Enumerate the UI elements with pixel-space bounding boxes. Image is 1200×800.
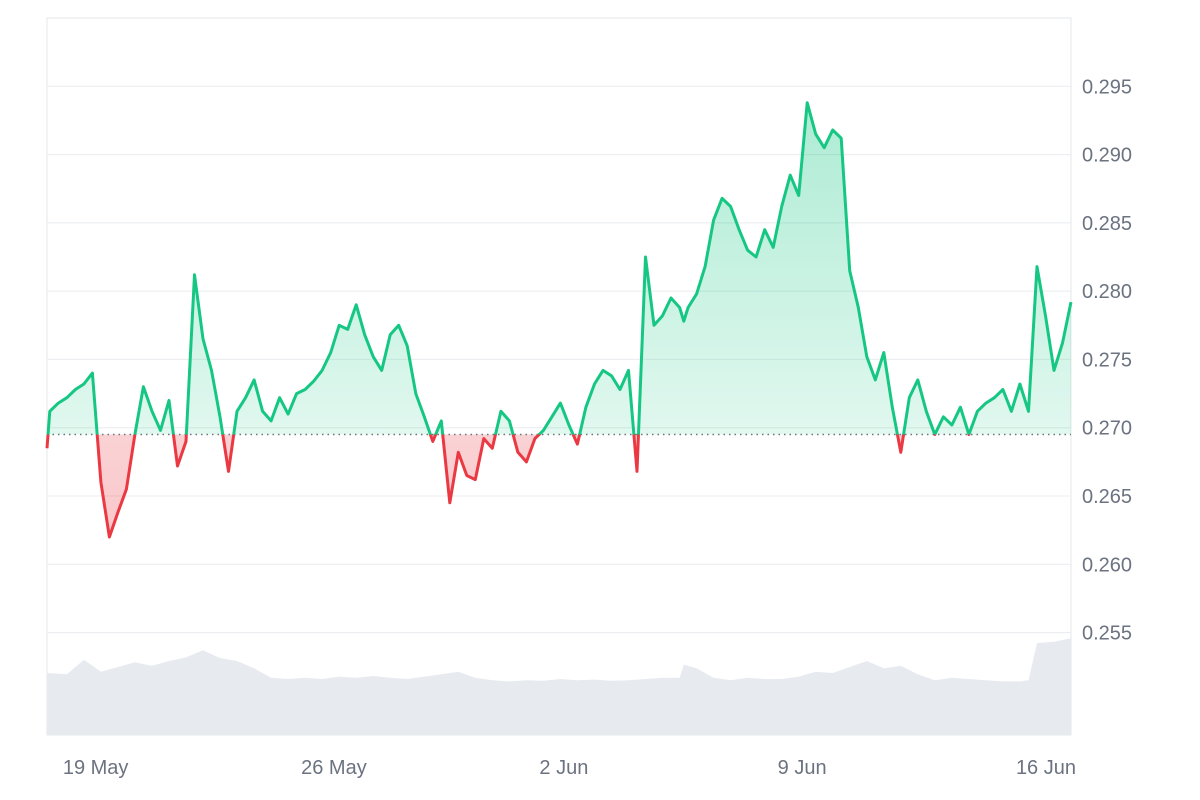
y-tick-label: 0.285: [1082, 213, 1132, 235]
plot-frame: [46, 17, 1072, 736]
y-tick-label: 0.290: [1082, 145, 1132, 167]
price-fill-above-baseline: [48, 102, 1071, 435]
y-tick-label: 0.280: [1082, 281, 1132, 303]
x-tick-label: 16 Jun: [1016, 757, 1076, 779]
y-tick-label: 0.260: [1082, 554, 1132, 576]
price-line-up: [46, 101, 1073, 435]
price-line-down: [45, 434, 971, 539]
y-tick-label: 0.270: [1082, 418, 1132, 440]
price-line-group: [45, 101, 1073, 539]
grid-lines: [47, 85, 1071, 634]
y-tick-label: 0.275: [1082, 349, 1132, 371]
y-tick-label: 0.265: [1082, 486, 1132, 508]
y-axis-ticks: 0.255 0.260 0.265 0.270 0.275 0.280 0.285 0.290…: [1082, 76, 1132, 644]
volume-area: [47, 638, 1071, 735]
x-tick-label: 9 Jun: [778, 757, 827, 779]
x-tick-label: 2 Jun: [539, 757, 588, 779]
y-tick-label: 0.255: [1082, 623, 1132, 645]
price-fill-group: [47, 102, 1071, 537]
volume-area-group: [47, 638, 1071, 735]
x-tick-label: 26 May: [301, 757, 367, 779]
y-tick-label: 0.295: [1082, 76, 1132, 98]
x-tick-label: 19 May: [63, 757, 129, 779]
x-axis-ticks: 19 May 26 May 2 Jun 9 Jun 16 Jun: [63, 757, 1076, 779]
